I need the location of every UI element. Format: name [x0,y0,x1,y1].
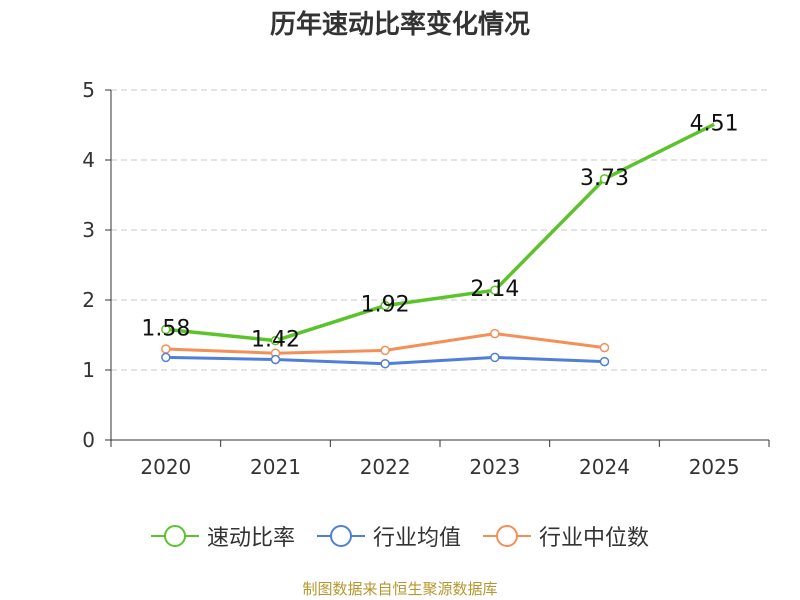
legend: 速动比率 行业均值 行业中位数 [0,520,800,552]
data-point [380,358,390,369]
legend-swatch-industry-mean [316,525,365,547]
data-point [161,324,171,335]
chart-title: 历年速动比率变化情况 [269,10,530,40]
x-tick-label: 2023 [469,455,520,479]
data-label: 1.42 [251,328,300,353]
data-source-note: 制图数据来自恒生聚源数据库 [302,580,498,598]
legend-swatch-industry-median [483,525,531,547]
data-label: 2.14 [470,277,519,302]
legend-item-quick-ratio[interactable]: 速动比率 [150,520,295,552]
y-tick-label: 3 [82,218,95,242]
legend-label-quick-ratio: 速动比率 [206,526,295,551]
legend-swatch-quick-ratio [150,525,199,547]
data-point [490,285,500,295]
legend-item-industry-median[interactable]: 行业中位数 [483,520,649,552]
x-tick-label: 2022 [360,455,411,479]
legend-label-industry-median: 行业中位数 [539,526,650,551]
data-point [161,352,171,363]
data-label: 4.51 [690,111,739,136]
y-tick-label: 0 [82,428,95,452]
data-point [380,345,390,356]
data-point [599,356,610,367]
data-label: 1.58 [141,316,190,341]
data-point [599,342,610,353]
data-point [599,174,610,184]
data-point [270,335,281,346]
series-line [165,122,715,343]
data-point [270,354,281,365]
y-tick-label: 5 [82,78,95,102]
data-label: 1.92 [361,293,410,318]
x-tick-label: 2025 [689,455,740,479]
y-tick-label: 1 [82,358,95,382]
legend-label-industry-mean: 行业均值 [372,526,461,551]
y-tick-label: 2 [82,288,95,312]
x-tick-label: 2024 [579,455,630,479]
data-point [380,300,390,311]
y-tick-label: 4 [82,148,95,172]
legend-item-industry-mean[interactable]: 行业均值 [316,520,461,552]
data-point [161,344,171,354]
data-point [490,352,500,363]
data-point [490,328,500,339]
data-label: 3.73 [580,166,629,191]
x-tick-label: 2021 [250,455,301,479]
x-tick-label: 2020 [140,455,191,479]
